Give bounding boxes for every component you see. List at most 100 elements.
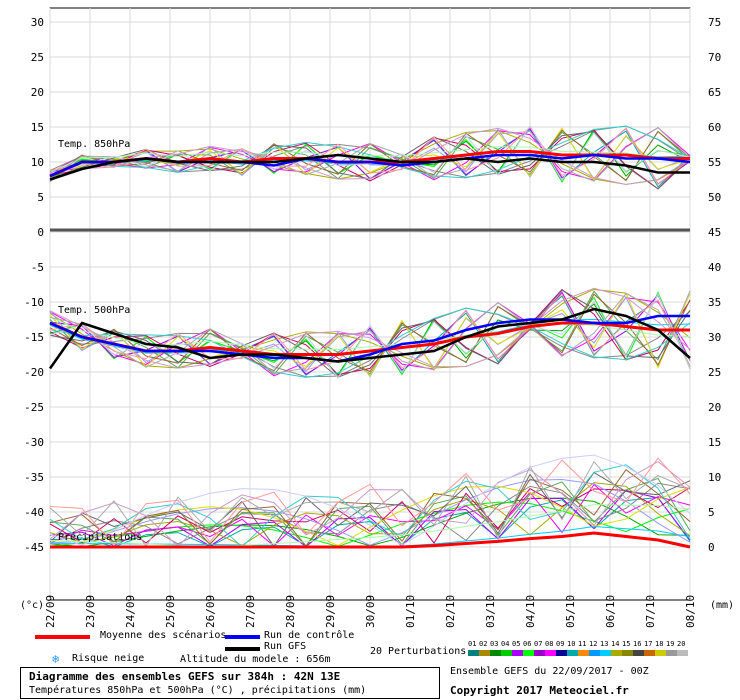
ensemble-line-500 — [49, 288, 691, 369]
x-tick-label: 28/09 — [284, 595, 297, 628]
ensemble-line-precip — [49, 504, 691, 548]
run-info: Ensemble GEFS du 22/09/2017 - 00Z — [450, 666, 649, 677]
ensemble-line-500 — [49, 290, 691, 376]
perturbation-swatch — [655, 650, 666, 656]
perturbation-swatch — [468, 650, 479, 656]
chart-subtitle: Températures 850hPa et 500hPa (°C) , pré… — [29, 685, 367, 696]
x-tick-label: 23/09 — [84, 595, 97, 628]
main-series — [48, 150, 691, 549]
perturbation-swatch — [479, 650, 490, 656]
left-tick-label: -45 — [24, 541, 44, 554]
right-unit: (mm) — [710, 600, 734, 611]
ensemble-line-precip — [49, 454, 691, 546]
chart-title: Diagramme des ensembles GEFS sur 384h : … — [29, 670, 341, 683]
perturbation-number: 12 — [589, 640, 598, 648]
left-tick-label: -30 — [24, 436, 44, 449]
left-tick-label: 5 — [37, 191, 44, 204]
ensemble-line-precip — [49, 479, 691, 546]
legend-control: Run de contrôle — [264, 630, 355, 641]
left-tick-label: -20 — [24, 366, 44, 379]
t850-label: Temp. 850hPa — [58, 139, 130, 150]
right-tick-label: 0 — [708, 541, 715, 554]
x-tick-label: 03/10 — [484, 595, 497, 628]
x-tick-label: 07/10 — [644, 595, 657, 628]
perturbation-number: 10 — [567, 640, 576, 648]
left-tick-label: -15 — [24, 331, 44, 344]
perturbation-number: 13 — [600, 640, 609, 648]
perturbation-swatch — [622, 650, 633, 656]
ensemble-line-precip — [49, 471, 691, 548]
copyright: Copyright 2017 Meteociel.fr — [450, 684, 629, 697]
perturbation-number: 20 — [677, 640, 686, 648]
legend-gfs: Run GFS — [264, 641, 307, 652]
right-tick-label: 35 — [708, 296, 721, 309]
ensemble-line-500 — [49, 289, 691, 378]
perturbation-swatch — [545, 650, 556, 656]
legend-perturbations: 20 Perturbations — [370, 646, 467, 657]
ensemble-line-precip — [49, 482, 691, 545]
t500-label: Temp. 500hPa — [58, 305, 130, 316]
perturbation-number: 14 — [611, 640, 620, 648]
perturbation-swatch — [490, 650, 501, 656]
perturbation-number: 02 — [479, 640, 488, 648]
perturbation-number: 06 — [523, 640, 532, 648]
snowflake-icon: ❄ — [52, 652, 60, 666]
ensemble-line-precip — [49, 482, 691, 546]
perturbation-swatch — [589, 650, 600, 656]
perturbation-number: 03 — [490, 640, 499, 648]
ensemble-line-precip — [49, 464, 691, 548]
left-unit: (°c) — [20, 600, 44, 611]
right-tick-label: 75 — [708, 16, 721, 29]
perturbation-number: 16 — [633, 640, 642, 648]
x-tick-label: 08/10 — [684, 595, 697, 628]
left-tick-label: -10 — [24, 296, 44, 309]
right-tick-label: 45 — [708, 226, 721, 239]
control-swatch — [225, 635, 260, 639]
legend-mean: Moyenne des scénarios — [100, 630, 227, 641]
perturbation-number: 18 — [655, 640, 664, 648]
right-tick-label: 30 — [708, 331, 721, 344]
right-tick-label: 55 — [708, 156, 721, 169]
legend-snow: Risque neige — [72, 653, 145, 664]
right-tick-label: 60 — [708, 121, 721, 134]
perturbation-swatch — [501, 650, 512, 656]
left-tick-label: 15 — [31, 121, 44, 134]
perturbation-swatch — [644, 650, 655, 656]
left-tick-label: 25 — [31, 51, 44, 64]
series-line-850 — [49, 153, 690, 181]
right-tick-label: 15 — [708, 436, 721, 449]
left-tick-label: -5 — [31, 261, 44, 274]
perturbation-swatch — [666, 650, 677, 656]
ensemble-line-precip — [49, 487, 691, 544]
perturbation-number: 08 — [545, 640, 554, 648]
right-tick-label: 20 — [708, 401, 721, 414]
series-line-500 — [48, 307, 691, 370]
perturbation-swatch — [600, 650, 611, 656]
series-line-precip — [50, 531, 691, 549]
title-box: Diagramme des ensembles GEFS sur 384h : … — [20, 667, 440, 699]
x-tick-label: 25/09 — [164, 595, 177, 628]
perturbation-number: 05 — [512, 640, 521, 648]
x-tick-label: 29/09 — [324, 595, 337, 628]
left-tick-label: 10 — [31, 156, 44, 169]
axes: 302520151050-5-10-15-20-25-30-35-40-4575… — [24, 16, 721, 628]
right-tick-label: 25 — [708, 366, 721, 379]
ensemble-line-850 — [49, 125, 691, 179]
left-tick-label: 20 — [31, 86, 44, 99]
perturbation-swatch — [523, 650, 534, 656]
x-tick-label: 02/10 — [444, 595, 457, 628]
perturbation-number: 15 — [622, 640, 631, 648]
ensemble-line-precip — [49, 460, 691, 548]
perturbation-swatch — [677, 650, 688, 656]
ensemble-line-500 — [49, 288, 691, 376]
perturbation-swatch — [611, 650, 622, 656]
ensemble-line-500 — [49, 287, 691, 369]
x-tick-label: 27/09 — [244, 595, 257, 628]
legend-altitude: Altitude du modele : 656m — [180, 654, 331, 665]
ensemble-line-precip — [49, 477, 691, 547]
series-line-500 — [49, 314, 690, 363]
x-tick-label: 04/10 — [524, 595, 537, 628]
ensemble-line-850 — [49, 126, 691, 185]
perturbation-number: 19 — [666, 640, 675, 648]
mean-swatch — [35, 635, 90, 639]
